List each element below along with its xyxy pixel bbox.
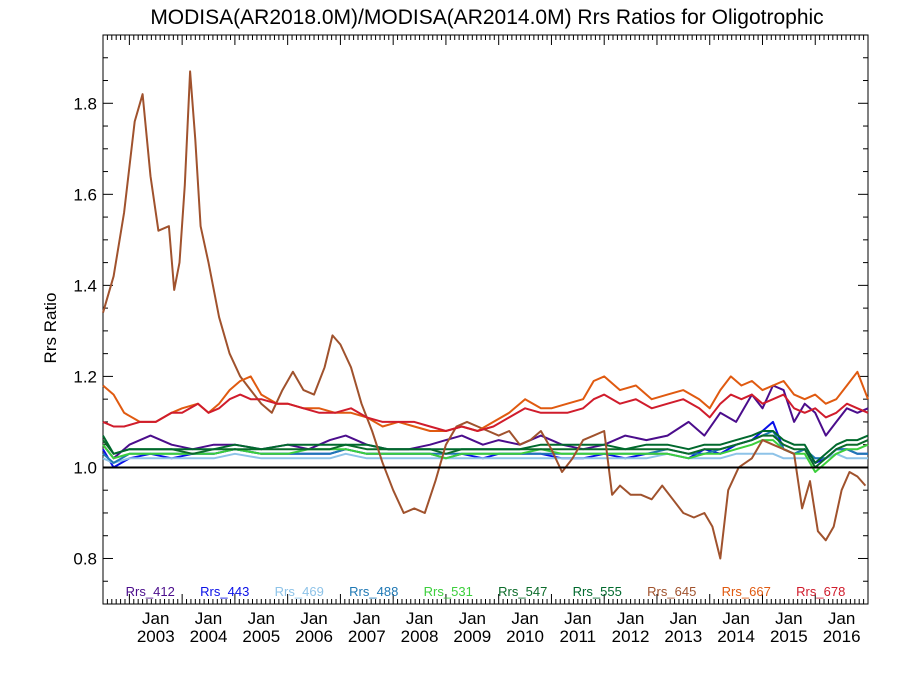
legend-label-rrs_531: Rrs_531: [424, 584, 473, 599]
x-tick-label-month: Jan: [459, 609, 486, 628]
y-tick-label: 1.4: [73, 276, 97, 295]
y-tick-label: 1.6: [73, 185, 97, 204]
x-tick-label-year: 2011: [560, 627, 597, 646]
legend-label-rrs_555: Rrs_555: [573, 584, 622, 599]
legend-label-rrs_469: Rrs_469: [275, 584, 324, 599]
x-tick-label-month: Jan: [564, 609, 591, 628]
legend-label-rrs_645: Rrs_645: [647, 584, 696, 599]
y-axis-label: Rrs Ratio: [41, 293, 60, 364]
x-tick-label-month: Jan: [195, 609, 222, 628]
x-tick-label-year: 2003: [137, 627, 175, 646]
y-tick-label: 1.2: [73, 367, 97, 386]
plot-frame: [102, 34, 869, 605]
x-tick-label-year: 2004: [190, 627, 228, 646]
x-tick-label-month: Jan: [775, 609, 802, 628]
x-tick-label-year: 2014: [717, 627, 755, 646]
legend-label-rrs_678: Rrs_678: [796, 584, 845, 599]
series-line-rrs_645: [102, 70, 867, 560]
legend-label-rrs_547: Rrs_547: [498, 584, 547, 599]
x-tick-label-year: 2009: [453, 627, 491, 646]
x-tick-label-month: Jan: [142, 609, 169, 628]
x-tick-label-month: Jan: [511, 609, 538, 628]
x-tick-label-year: 2013: [664, 627, 702, 646]
x-tick-label-month: Jan: [406, 609, 433, 628]
series-line-rrs_469: [102, 452, 868, 464]
x-tick-label-year: 2007: [348, 627, 386, 646]
y-tick-label: 1.0: [73, 458, 97, 477]
x-tick-label-month: Jan: [617, 609, 644, 628]
series-line-rrs_547: [102, 434, 869, 469]
legend-label-rrs_488: Rrs_488: [349, 584, 398, 599]
x-tick-label-year: 2006: [295, 627, 333, 646]
legend-label-rrs_443: Rrs_443: [200, 584, 249, 599]
x-tick-label-month: Jan: [248, 609, 275, 628]
x-tick-label-month: Jan: [353, 609, 380, 628]
y-tick-label: 1.8: [73, 94, 97, 113]
x-tick-label-year: 2012: [612, 627, 650, 646]
x-tick-label-year: 2016: [823, 627, 861, 646]
x-tick-label-year: 2005: [242, 627, 280, 646]
x-tick-label-month: Jan: [670, 609, 697, 628]
x-tick-label-year: 2010: [506, 627, 544, 646]
series-line-rrs_555: [102, 430, 869, 464]
x-tick-label-year: 2008: [401, 627, 439, 646]
x-tick-label-month: Jan: [300, 609, 327, 628]
y-tick-label: 0.8: [73, 549, 97, 568]
legend-label-rrs_412: Rrs_412: [126, 584, 175, 599]
x-tick-label-year: 2015: [770, 627, 808, 646]
chart-title: MODISA(AR2018.0M)/MODISA(AR2014.0M) Rrs …: [150, 6, 823, 29]
x-tick-label-month: Jan: [722, 609, 749, 628]
legend-label-rrs_667: Rrs_667: [722, 584, 771, 599]
plot-area: 0.81.01.21.41.61.8Jan2003Jan2004Jan2005J…: [73, 34, 869, 646]
series-line-rrs_667: [102, 370, 869, 432]
x-tick-label-month: Jan: [828, 609, 855, 628]
series-line-rrs_678: [102, 393, 869, 432]
